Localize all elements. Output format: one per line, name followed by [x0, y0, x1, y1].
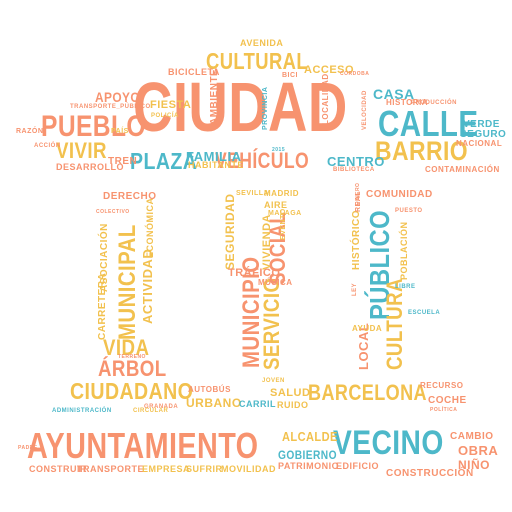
word-gobierno: GOBIERNO — [278, 448, 337, 462]
word-dinero: DINERO — [355, 182, 361, 205]
word-construir: CONSTRUIR — [29, 464, 87, 474]
word-edificio: EDIFICIO — [336, 461, 380, 471]
word-desarrollo: DESARROLLO — [56, 162, 124, 172]
word-colectivo: COLECTIVO — [96, 209, 130, 215]
word-razon: RAZÓN — [16, 128, 44, 135]
word-barrio: BARRIO — [375, 136, 469, 166]
word-vehiculo: VEHÍCULO — [215, 148, 310, 173]
word-circular: CIRCULAR — [133, 408, 169, 414]
word-transporte: TRANSPORTE — [77, 464, 145, 474]
word-politica: POLÍTICA — [430, 407, 458, 413]
word-historico: HISTÓRICO — [351, 209, 362, 270]
word-padre: PADRE — [18, 445, 38, 451]
word-autobus: AUTOBÚS — [188, 385, 231, 394]
word-ayuda: AYUDA — [352, 324, 383, 333]
word-casa: CASA — [373, 86, 415, 102]
word-ayuntamiento: AYUNTAMIENTO — [27, 425, 259, 466]
word-administracion: ADMINISTRACIÓN — [52, 408, 112, 414]
word-municipal: MUNICIPAL — [114, 224, 141, 340]
word-movilidad: MOVILIDAD — [221, 464, 276, 474]
word-contaminacion: CONTAMINACIÓN — [425, 165, 500, 174]
word-madrid: MADRID — [264, 189, 299, 198]
word-trafico: TRÁFICO — [228, 267, 281, 279]
word-pais: PAÍS — [111, 128, 129, 135]
word-biblioteca: BIBLIOTECA — [333, 167, 375, 173]
word-cambio: CAMBIO — [450, 431, 494, 442]
word-bicicleta: BICICLETA — [168, 67, 220, 77]
word-carretera: CARRETERA — [97, 272, 108, 340]
word-tren: TREN — [108, 156, 138, 167]
word-policia: POLICÍA — [151, 113, 179, 119]
word-bici: BICI — [282, 72, 298, 79]
word-historia: HISTORIA — [386, 98, 429, 107]
word-habitante: HABITANTE — [188, 160, 244, 170]
word-poblacion: POBLACIÓN — [399, 221, 409, 281]
word-produccion: PRODUCCIÓN — [411, 100, 458, 106]
word-arbol: ÁRBOL — [98, 356, 167, 381]
word-joven: JOVEN — [262, 378, 285, 384]
word-empresa: EMPRESA — [142, 464, 191, 474]
word-centro: CENTRO — [327, 154, 385, 169]
word-vecino: VECINO — [333, 424, 444, 462]
word-ley: LEY — [352, 282, 358, 296]
word-vida: VIDA — [103, 335, 150, 360]
word-obra: OBRA — [458, 443, 499, 458]
word-aire: AIRE — [264, 200, 288, 210]
word-terreno: TERRENO — [118, 354, 146, 360]
word-velocidad: VELOCIDAD — [362, 90, 368, 130]
word-seguro: SEGURO — [460, 129, 507, 140]
word-cultura: CULTURA — [382, 278, 407, 370]
word-salud: SALUD — [270, 387, 311, 399]
word-2015: 2015 — [272, 147, 286, 153]
word-evento: EVENTO — [280, 208, 287, 240]
word-musica: MÚSICA — [258, 278, 293, 287]
word-verde: VERDE — [463, 119, 500, 130]
word-ciudadano: CIUDADANO — [70, 378, 194, 404]
word-derecho: DERECHO — [103, 191, 157, 202]
word-carril: CARRIL — [239, 399, 276, 409]
word-ambiente: AMBIENTE — [209, 68, 220, 125]
word-apoyo: APOYO — [95, 89, 141, 105]
word-familia: FAMILIA — [186, 149, 242, 164]
word-puesto: PUESTO — [395, 208, 423, 214]
word-transporte-publico: TRANSPORTE_PÚBLICO — [70, 104, 151, 110]
word-patrimonio: PATRIMONIO — [278, 461, 340, 471]
word-escuela: ESCUELA — [408, 310, 441, 316]
word-recurso: RECURSO — [420, 381, 464, 390]
word-ciudad: CIUDAD — [133, 68, 348, 146]
word-fiesta: FIESTA — [150, 99, 192, 111]
word-actividad: ACTIVIDAD — [140, 248, 155, 324]
word-malaga: MALAGA — [268, 210, 302, 217]
word-nacional: NACIONAL — [456, 139, 503, 148]
word-seguridad: SEGURIDAD — [223, 193, 237, 270]
word-cordoba: CORDOBA — [340, 71, 370, 77]
word-avenida: AVENIDA — [240, 38, 284, 48]
word-vivir: VIVIR — [56, 138, 107, 163]
word-urbano: URBANO — [186, 396, 242, 410]
word-sufrir: SUFRIR — [186, 464, 223, 474]
word-coche: COCHE — [428, 395, 467, 406]
word-vivienda: VIVIENDA — [261, 214, 273, 270]
word-economica: ECONÓMICA — [145, 197, 155, 259]
word-barcelona: BARCELONA — [308, 380, 427, 405]
word-calle: CALLE — [378, 103, 479, 144]
word-libre: LIBRE — [395, 284, 416, 290]
word-nino: NIÑO — [458, 458, 490, 472]
word-accion: ACCIÓN — [34, 143, 61, 149]
word-comunidad: COMUNIDAD — [366, 189, 433, 200]
word-sevilla: SEVILLA — [236, 190, 270, 197]
word-servicio: SERVICIO — [259, 277, 284, 370]
word-acceso: ACCESO — [304, 64, 355, 76]
word-construccion: CONSTRUCCIÓN — [386, 468, 474, 479]
word-ruido: RUIDO — [277, 400, 309, 410]
word-plaza: PLAZA — [130, 148, 198, 174]
word-alcalde: ALCALDE — [282, 429, 338, 444]
word-cultural: CULTURAL — [206, 48, 308, 74]
word-provincia: PROVINCIA — [262, 86, 269, 130]
word-localidad: LOCALIDAD — [321, 73, 330, 125]
word-pueblo: PUEBLO — [41, 110, 146, 143]
word-granada: GRANADA — [144, 404, 179, 410]
